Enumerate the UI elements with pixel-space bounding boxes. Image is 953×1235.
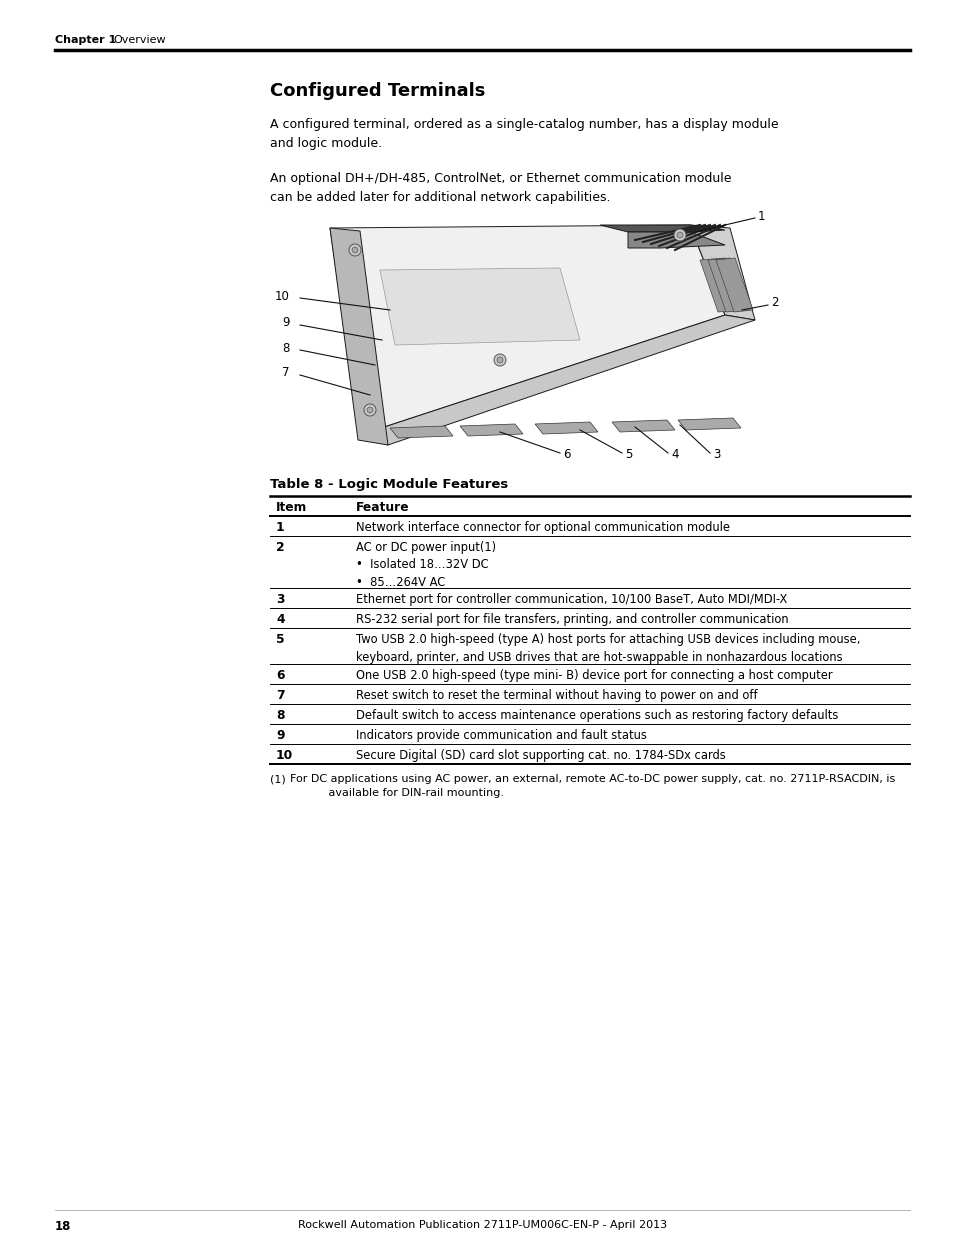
Circle shape	[494, 354, 505, 366]
Text: An optional DH+/DH-485, ControlNet, or Ethernet communication module
can be adde: An optional DH+/DH-485, ControlNet, or E…	[270, 172, 731, 204]
Text: Feature: Feature	[355, 501, 409, 514]
Text: 4: 4	[670, 448, 678, 462]
Text: One USB 2.0 high-speed (type mini- B) device port for connecting a host computer: One USB 2.0 high-speed (type mini- B) de…	[355, 669, 832, 682]
Text: 2: 2	[770, 296, 778, 310]
Text: A configured terminal, ordered as a single-catalog number, has a display module
: A configured terminal, ordered as a sing…	[270, 119, 778, 149]
Circle shape	[352, 247, 357, 253]
Text: Indicators provide communication and fault status: Indicators provide communication and fau…	[355, 729, 646, 742]
Polygon shape	[379, 268, 579, 345]
Text: 5: 5	[624, 448, 632, 462]
Polygon shape	[716, 258, 752, 312]
Text: 6: 6	[562, 448, 570, 462]
Text: 10: 10	[275, 748, 293, 762]
Circle shape	[349, 245, 360, 256]
Polygon shape	[678, 417, 740, 430]
Polygon shape	[330, 225, 724, 435]
Text: Reset switch to reset the terminal without having to power on and off: Reset switch to reset the terminal witho…	[355, 689, 757, 701]
Text: 1: 1	[275, 521, 284, 534]
Polygon shape	[535, 422, 598, 433]
Text: Two USB 2.0 high-speed (type A) host ports for attaching USB devices including m: Two USB 2.0 high-speed (type A) host por…	[355, 634, 860, 663]
Text: Rockwell Automation Publication 2711P-UM006C-EN-P - April 2013: Rockwell Automation Publication 2711P-UM…	[297, 1220, 666, 1230]
Text: 10: 10	[274, 289, 290, 303]
Text: 1: 1	[758, 210, 764, 222]
Polygon shape	[459, 424, 522, 436]
Text: 3: 3	[275, 593, 284, 606]
Text: (1): (1)	[270, 774, 286, 784]
Text: AC or DC power input(1)
•  Isolated 18…32V DC
•  85…264V AC: AC or DC power input(1) • Isolated 18…32…	[355, 541, 496, 589]
Text: RS-232 serial port for file transfers, printing, and controller communication: RS-232 serial port for file transfers, p…	[355, 613, 788, 626]
Text: Item: Item	[275, 501, 307, 514]
Text: 4: 4	[275, 613, 284, 626]
Polygon shape	[390, 426, 453, 438]
Text: 3: 3	[712, 448, 720, 462]
Text: 8: 8	[282, 342, 289, 354]
Text: 7: 7	[282, 367, 289, 379]
Circle shape	[677, 232, 682, 238]
Text: 2: 2	[275, 541, 284, 555]
Text: 7: 7	[275, 689, 284, 701]
Text: 6: 6	[275, 669, 284, 682]
Circle shape	[673, 228, 685, 241]
Text: 8: 8	[275, 709, 284, 722]
Text: Chapter 1: Chapter 1	[55, 35, 116, 44]
Text: For DC applications using AC power, an external, remote AC-to-DC power supply, c: For DC applications using AC power, an e…	[290, 774, 894, 798]
Text: Secure Digital (SD) card slot supporting cat. no. 1784-SDx cards: Secure Digital (SD) card slot supporting…	[355, 748, 725, 762]
Polygon shape	[627, 232, 724, 248]
Polygon shape	[700, 258, 744, 312]
Text: 9: 9	[282, 316, 289, 330]
Text: Ethernet port for controller communication, 10/100 BaseT, Auto MDI/MDI-X: Ethernet port for controller communicati…	[355, 593, 786, 606]
Text: Network interface connector for optional communication module: Network interface connector for optional…	[355, 521, 729, 534]
Text: Table 8 - Logic Module Features: Table 8 - Logic Module Features	[270, 478, 508, 492]
Circle shape	[497, 357, 502, 363]
Circle shape	[367, 408, 373, 412]
Polygon shape	[599, 225, 724, 232]
Text: Configured Terminals: Configured Terminals	[270, 82, 485, 100]
Polygon shape	[330, 228, 388, 445]
Polygon shape	[359, 315, 754, 445]
Circle shape	[364, 404, 375, 416]
Text: Default switch to access maintenance operations such as restoring factory defaul: Default switch to access maintenance ope…	[355, 709, 838, 722]
Text: Overview: Overview	[112, 35, 166, 44]
Polygon shape	[689, 225, 754, 320]
Text: 18: 18	[55, 1220, 71, 1233]
Text: 5: 5	[275, 634, 284, 646]
Text: 9: 9	[275, 729, 284, 742]
Polygon shape	[707, 258, 748, 312]
Polygon shape	[612, 420, 675, 432]
